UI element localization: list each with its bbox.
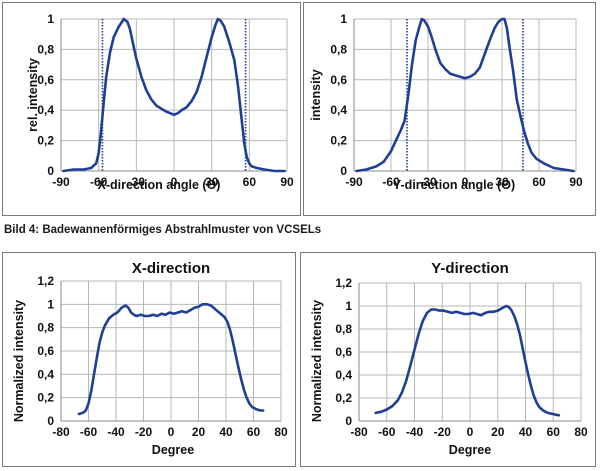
- y-tick-label: 0: [47, 414, 54, 428]
- x-tick-label: 20: [491, 425, 505, 439]
- series-line: [77, 302, 265, 416]
- y-tick-label: 0,8: [330, 42, 347, 56]
- y-tick-label: 0,6: [37, 73, 54, 87]
- y-tick-label: 1,2: [335, 276, 352, 290]
- y-tick-label: 1: [345, 299, 352, 313]
- y-tick-label: 0: [345, 414, 352, 428]
- y-tick-label: 0,4: [37, 367, 54, 381]
- y-tick-label: 1: [340, 12, 347, 26]
- chart-title: X-direction: [132, 260, 210, 277]
- y-tick-label: 0: [47, 164, 54, 178]
- x-tick-label: -30: [128, 175, 146, 189]
- y-tick-label: 0,4: [37, 103, 54, 117]
- y-axis-label: Normalized intensity: [310, 300, 324, 422]
- y-axis-label: Normalized intensity: [12, 300, 26, 422]
- x-tick-label: -60: [90, 175, 108, 189]
- x-tick-label: 40: [219, 425, 233, 439]
- y-tick-label: 0,8: [37, 321, 54, 335]
- y-tick-label: 0,4: [335, 368, 352, 382]
- x-tick-label: 40: [519, 425, 533, 439]
- x-tick-label: -40: [107, 425, 125, 439]
- x-tick-label: 60: [547, 425, 561, 439]
- series-line: [62, 17, 286, 173]
- y-tick-label: 0,2: [335, 391, 352, 405]
- x-axis-label: X-direction angle (Θ): [98, 178, 221, 192]
- series-line: [355, 17, 575, 173]
- x-tick-label: 30: [205, 175, 219, 189]
- x-tick-label: 20: [192, 425, 206, 439]
- x-axis-label: Degree: [152, 443, 194, 457]
- y-tick-label: 0,2: [37, 391, 54, 405]
- x-tick-label: -60: [80, 425, 98, 439]
- series-line: [374, 304, 561, 417]
- x-tick-label: -80: [350, 425, 368, 439]
- chart-panel-y-direction: -80 -60 -40 -20 0 20 40 60 80 0 0,2 0,4 0,6 0,8 1 1,2 De…: [300, 252, 596, 467]
- y-tick-label: 0,2: [330, 134, 347, 148]
- y-tick-label: 0: [340, 164, 347, 178]
- x-tick-label: -30: [419, 175, 437, 189]
- chart-y-direction: -80 -60 -40 -20 0 20 40 60 80 0 0,2 0,4 0,6 0,8 1 1,2 De…: [310, 260, 588, 457]
- chart-panel-x-direction: -80 -60 -40 -20 0 20 40 60 80 0 0,2 0,4 0,6 0,8 1 1,2 De…: [2, 252, 296, 467]
- x-tick-label: -90: [345, 175, 363, 189]
- x-tick-label: 60: [243, 175, 257, 189]
- x-tick-label: -20: [135, 425, 153, 439]
- y-tick-label: 0,8: [335, 322, 352, 336]
- x-tick-label: 80: [574, 425, 588, 439]
- x-tick-label: 0: [467, 425, 474, 439]
- y-tick-label: 0,6: [335, 345, 352, 359]
- figure-caption: Bild 4: Badewannenförmiges Abstrahlmuste…: [4, 224, 322, 236]
- x-tick-label: 60: [532, 175, 546, 189]
- y-tick-label: 1: [47, 12, 54, 26]
- chart-panel-x-angle: -90 -60 -30 0 30 60 90 0 0,2 0,4 0,6 0,8 1 X-directio…: [2, 2, 301, 216]
- y-tick-label: 0,6: [37, 344, 54, 358]
- x-axis-label: Y-direction angle (Θ): [393, 178, 515, 192]
- y-tick-label: 0,6: [330, 73, 347, 87]
- x-tick-label: -90: [52, 175, 70, 189]
- x-tick-label: -40: [406, 425, 424, 439]
- chart-x-direction: -80 -60 -40 -20 0 20 40 60 80 0 0,2 0,4 0,6 0,8 1 1,2 De…: [12, 260, 288, 457]
- x-tick-label: 80: [274, 425, 288, 439]
- x-tick-label: -60: [382, 175, 400, 189]
- x-tick-label: 0: [462, 175, 469, 189]
- y-axis-label: intensity: [309, 69, 323, 120]
- x-tick-label: 0: [168, 425, 175, 439]
- y-tick-label: 1: [47, 297, 54, 311]
- chart-x-angle: -90 -60 -30 0 30 60 90 0 0,2 0,4 0,6 0,8 1 X-directio…: [26, 12, 294, 192]
- x-tick-label: -60: [378, 425, 396, 439]
- y-tick-label: 0,2: [37, 134, 54, 148]
- chart-y-angle: -90 -60 -30 0 30 60 90 0 0,2 0,4 0,6 0,8 1 Y-directio…: [309, 12, 583, 192]
- x-tick-label: 30: [495, 175, 509, 189]
- x-axis-label: Degree: [449, 443, 491, 457]
- x-tick-label: 90: [280, 175, 294, 189]
- y-axis-label: rel. intensity: [26, 58, 40, 132]
- x-tick-label: 90: [569, 175, 583, 189]
- y-tick-label: 1,2: [37, 274, 54, 288]
- chart-panel-y-angle: -90 -60 -30 0 30 60 90 0 0,2 0,4 0,6 0,8 1 Y-directio…: [303, 2, 596, 216]
- y-tick-label: 0,8: [37, 42, 54, 56]
- x-tick-label: -20: [434, 425, 452, 439]
- chart-title: Y-direction: [431, 260, 509, 277]
- x-tick-label: 0: [171, 175, 178, 189]
- x-tick-label: 60: [247, 425, 261, 439]
- y-tick-label: 0,4: [330, 103, 347, 117]
- x-tick-label: -80: [52, 425, 70, 439]
